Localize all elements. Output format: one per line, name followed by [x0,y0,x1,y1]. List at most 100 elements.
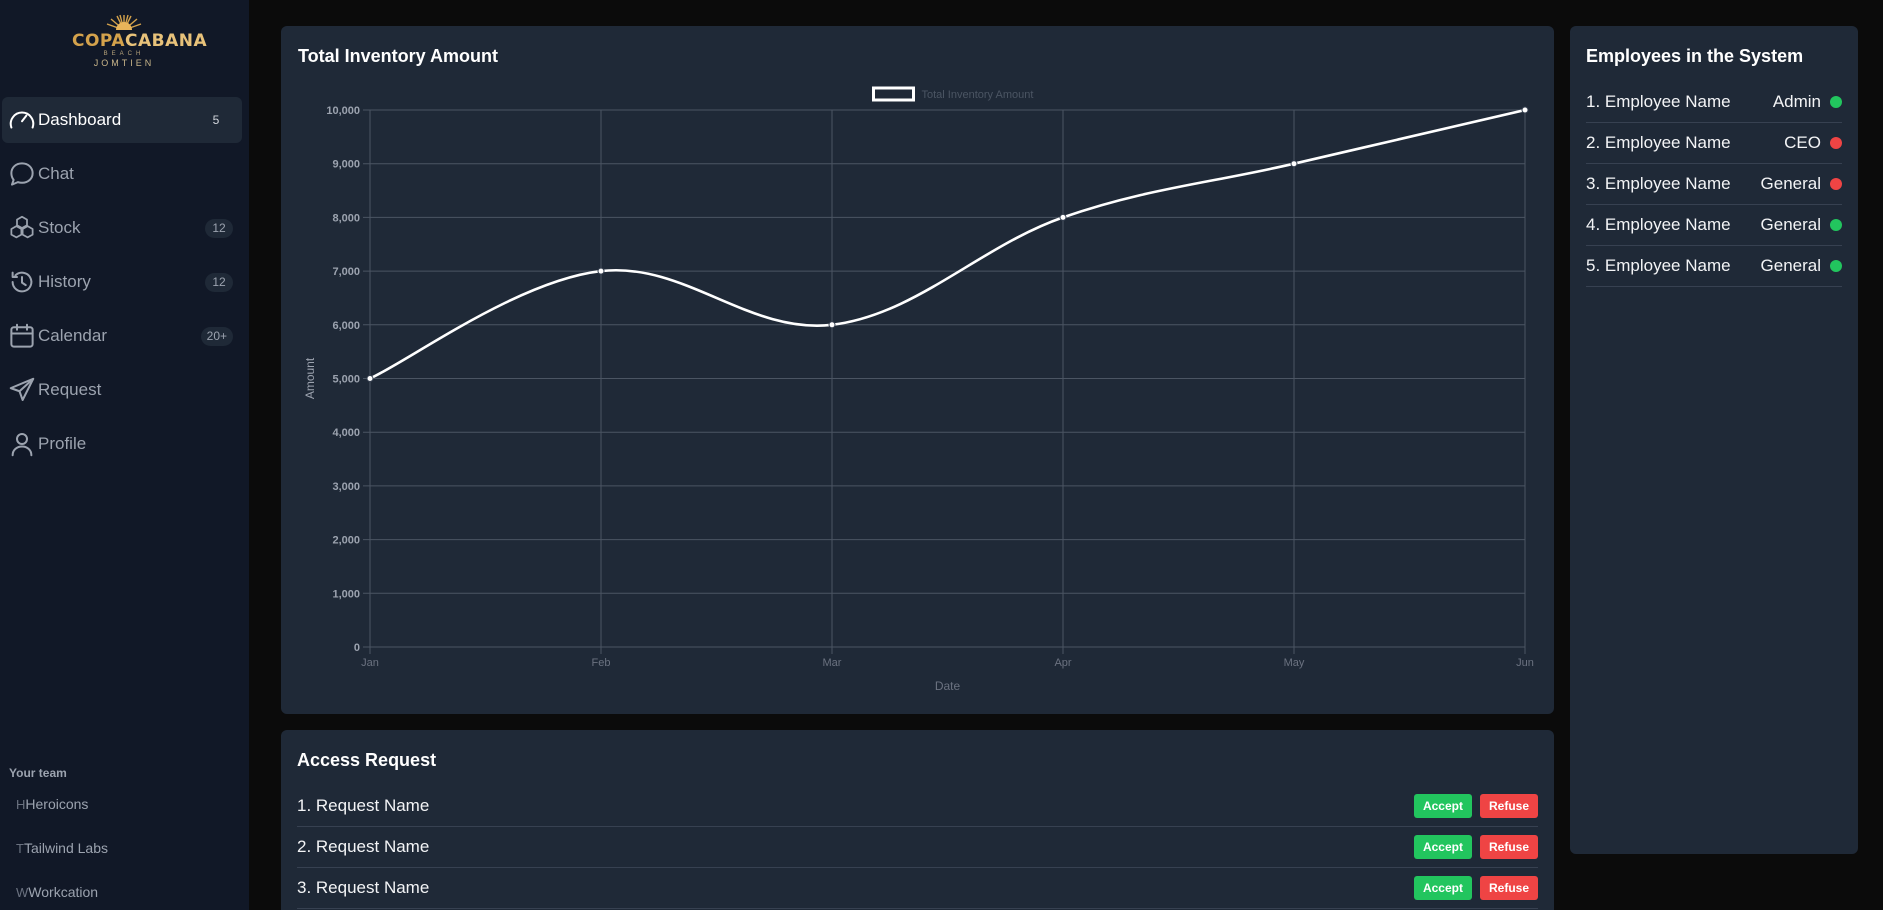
data-point [1060,214,1066,220]
y-tick-label: 5,000 [332,374,360,386]
employee-list: 1. Employee Name Admin 2. Employee Name … [1586,82,1842,287]
team-item-tailwind-labs[interactable]: T Tailwind Labs [9,826,239,870]
y-tick-label: 0 [354,642,360,654]
sidebar-item-profile[interactable]: Profile [0,421,242,467]
access-request-title: Access Request [297,750,436,771]
user-icon [7,429,37,459]
sidebar-item-stock[interactable]: Stock 12 [0,205,242,251]
sunburst-logo-icon [106,14,142,30]
sidebar-item-calendar[interactable]: Calendar 20+ [0,313,242,359]
sidebar-item-dashboard[interactable]: Dashboard 5 [2,97,242,143]
status-dot [1830,137,1842,149]
status-dot [1830,96,1842,108]
team-name: Workcation [28,884,98,900]
employee-role: General [1761,215,1821,235]
employee-row[interactable]: 5. Employee Name General [1586,246,1842,287]
accept-button[interactable]: Accept [1414,876,1472,900]
team-item-heroicons[interactable]: H Heroicons [9,782,239,826]
request-list: 1. Request Name Accept Refuse 2. Request… [297,786,1538,909]
x-tick-label: Jan [361,657,379,669]
logo-subtitle-location: JOMTIEN [72,58,176,68]
team-name: Heroicons [25,796,88,812]
status-dot [1830,219,1842,231]
refuse-button[interactable]: Refuse [1480,835,1538,859]
y-tick-label: 9,000 [332,159,360,171]
chat-bubble-icon [7,159,37,189]
y-tick-label: 3,000 [332,481,360,493]
employee-role: General [1761,174,1821,194]
team-initial: T [16,841,24,856]
logo-subtitle-beach: BEACH [72,50,176,58]
history-icon [7,267,37,297]
refuse-button[interactable]: Refuse [1480,794,1538,818]
sidebar-item-label: Chat [38,164,74,184]
data-point [1522,107,1528,113]
x-tick-label: Apr [1054,657,1071,669]
request-name: 2. Request Name [297,837,1414,857]
employee-row[interactable]: 2. Employee Name CEO [1586,123,1842,164]
sidebar-item-request[interactable]: Request [0,367,242,413]
team-initial: H [16,797,25,812]
team-name: Tailwind Labs [24,840,108,856]
cubes-icon [7,213,37,243]
status-dot [1830,178,1842,190]
logo[interactable]: COPACABANA BEACH JOMTIEN [72,14,176,76]
employee-name: 1. Employee Name [1586,92,1773,112]
request-row: 2. Request Name Accept Refuse [297,827,1538,868]
x-tick-label: Feb [592,657,611,669]
y-tick-label: 4,000 [332,427,360,439]
employee-row[interactable]: 4. Employee Name General [1586,205,1842,246]
paper-plane-icon [7,375,37,405]
request-name: 1. Request Name [297,796,1414,816]
employees-card: Employees in the System 1. Employee Name… [1570,26,1858,854]
x-axis-title: Date [935,679,961,693]
request-row: 3. Request Name Accept Refuse [297,868,1538,909]
sidebar-item-chat[interactable]: Chat [0,151,242,197]
access-request-card: Access Request 1. Request Name Accept Re… [281,730,1554,910]
legend-swatch [874,88,914,100]
y-tick-label: 2,000 [332,535,360,547]
employee-role: Admin [1773,92,1821,112]
series-line [370,110,1525,379]
sidebar-item-label: Profile [38,434,86,454]
y-tick-label: 7,000 [332,266,360,278]
legend-label: Total Inventory Amount [922,89,1034,101]
count-badge: 12 [205,219,233,238]
data-point [829,322,835,328]
team-item-workcation[interactable]: W Workcation [9,870,239,910]
x-tick-label: Mar [823,657,842,669]
team-section: Your team H Heroicons T Tailwind Labs W Wor… [9,766,239,910]
calendar-icon [7,321,37,351]
sidebar-item-history[interactable]: History 12 [0,259,242,305]
team-section-title: Your team [9,766,239,782]
employee-name: 5. Employee Name [1586,256,1761,276]
count-badge: 5 [202,111,230,130]
chart-card-title: Total Inventory Amount [298,46,498,67]
x-tick-label: Jun [1516,657,1534,669]
employee-row[interactable]: 3. Employee Name General [1586,164,1842,205]
x-tick-label: May [1284,657,1305,669]
data-point [598,268,604,274]
employee-row[interactable]: 1. Employee Name Admin [1586,82,1842,123]
employee-role: General [1761,256,1821,276]
y-axis-title: Amount [303,357,317,399]
team-initial: W [16,885,28,900]
employees-card-title: Employees in the System [1586,46,1803,67]
speedometer-icon [7,105,37,135]
refuse-button[interactable]: Refuse [1480,876,1538,900]
data-point [367,376,373,382]
y-tick-label: 1,000 [332,588,360,600]
employee-name: 2. Employee Name [1586,133,1784,153]
employee-name: 4. Employee Name [1586,215,1761,235]
y-tick-label: 10,000 [326,105,360,117]
sidebar-item-label: Dashboard [38,110,121,130]
data-point [1291,161,1297,167]
request-name: 3. Request Name [297,878,1414,898]
accept-button[interactable]: Accept [1414,835,1472,859]
count-badge: 12 [205,273,233,292]
sidebar-item-label: Stock [38,218,81,238]
accept-button[interactable]: Accept [1414,794,1472,818]
sidebar-nav: Dashboard 5 Chat Stock 12 History 12 [0,97,242,475]
request-row: 1. Request Name Accept Refuse [297,786,1538,827]
inventory-line-chart: 0 1,000 2,000 3,000 4,000 5,000 6,000 7,000 8,00… [281,26,1554,714]
